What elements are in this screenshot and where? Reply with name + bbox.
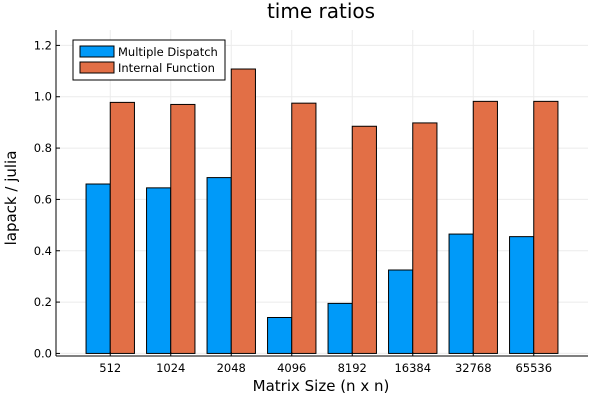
legend-swatch-internal-function <box>79 61 115 74</box>
y-tick-label: 0.0 <box>34 346 52 360</box>
legend: Multiple Dispatch Internal Function <box>72 39 226 81</box>
bar-internal-function <box>533 100 559 354</box>
x-tick-label: 1024 <box>156 361 185 375</box>
y-tick-label: 0.8 <box>34 141 52 155</box>
y-axis-label: lapack / julia <box>2 151 20 246</box>
chart-title: time ratios <box>267 0 375 23</box>
bar-multiple-dispatch <box>509 236 535 354</box>
legend-swatch-multiple-dispatch <box>79 45 115 58</box>
y-tick-label: 1.2 <box>34 38 52 52</box>
bar-multiple-dispatch <box>327 302 353 354</box>
x-tick-label: 4096 <box>277 361 306 375</box>
x-tick-label: 2048 <box>217 361 246 375</box>
bar-multiple-dispatch <box>206 177 232 354</box>
bar-multiple-dispatch <box>388 269 414 354</box>
bar-multiple-dispatch <box>267 316 293 354</box>
legend-label-multiple-dispatch: Multiple Dispatch <box>118 45 218 59</box>
bar-internal-function <box>291 102 317 354</box>
y-tick-label: 0.4 <box>34 244 52 258</box>
y-tick-label: 0.6 <box>34 192 52 206</box>
bar-multiple-dispatch <box>448 233 474 354</box>
y-tick-label: 1.0 <box>34 90 52 104</box>
bar-internal-function <box>230 68 256 354</box>
legend-label-internal-function: Internal Function <box>118 61 215 75</box>
bar-internal-function <box>412 122 438 354</box>
bar-internal-function <box>109 101 135 354</box>
axes <box>55 30 588 357</box>
bar-internal-function <box>472 100 498 354</box>
y-tick-label: 0.2 <box>34 295 52 309</box>
x-tick-label: 512 <box>99 361 121 375</box>
x-tick-label: 32768 <box>455 361 492 375</box>
x-tick-label: 65536 <box>515 361 552 375</box>
x-tick-label: 16384 <box>394 361 431 375</box>
bar-multiple-dispatch <box>85 183 111 354</box>
x-axis-label: Matrix Size (n x n) <box>253 377 390 395</box>
bar-multiple-dispatch <box>146 187 172 354</box>
bars <box>85 68 559 354</box>
bar-internal-function <box>351 125 377 354</box>
tick-labels: 0.0 0.2 0.4 0.6 0.8 1.0 1.2 512 1024 2048 4096 8192… <box>34 38 552 375</box>
bar-internal-function <box>170 103 196 354</box>
x-tick-label: 8192 <box>338 361 367 375</box>
